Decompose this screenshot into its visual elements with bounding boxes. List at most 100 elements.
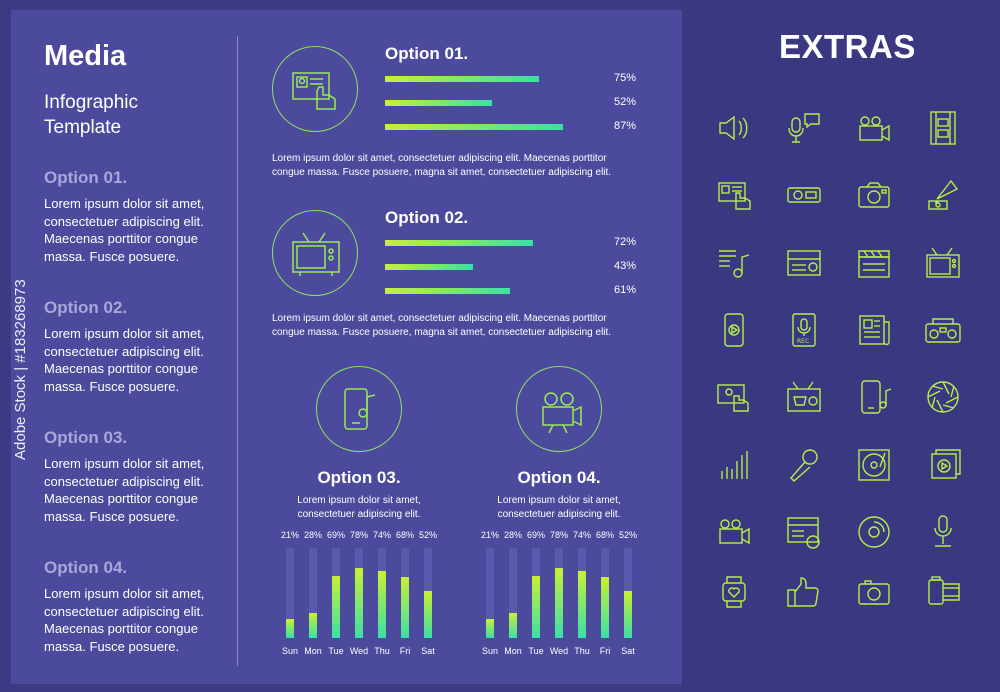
- bar-track: [401, 548, 409, 638]
- left-option-text: Lorem ipsum dolor sit amet, consectetuer…: [44, 326, 205, 394]
- bar: [286, 619, 294, 638]
- photo-camera-icon: [852, 173, 896, 217]
- rec-microphone-icon: REC: [782, 308, 826, 352]
- left-option-1: Option 01. Lorem ipsum dolor sit amet, c…: [44, 168, 224, 265]
- video-camera-icon: [516, 366, 602, 452]
- bar-track: [486, 548, 494, 638]
- newspaper-icon: [852, 308, 896, 352]
- left-option-heading: Option 04.: [44, 558, 128, 577]
- bar-value-label: 69%: [526, 530, 545, 540]
- progress-percent-label: 43%: [614, 260, 637, 272]
- main-panel: [11, 10, 682, 684]
- progress-bar: [385, 76, 590, 82]
- aperture-icon: [921, 375, 965, 419]
- bar-category-label: Thu: [574, 646, 590, 656]
- compact-camera-icon: [852, 570, 896, 614]
- option-3-bar-chart: 21% Sun 28% Mon 69% Tue 78% Wed 74% Thu 68% Fri 52% S…: [281, 530, 451, 660]
- bar-track: [578, 548, 586, 638]
- bar-value-label: 52%: [618, 530, 637, 540]
- thumbs-up-icon: [782, 570, 826, 614]
- bar-category-label: Fri: [399, 646, 411, 656]
- left-option-text: Lorem ipsum dolor sit amet, consectetuer…: [44, 196, 205, 264]
- bar-track: [309, 548, 317, 638]
- option-4-title: Option 04.: [517, 468, 601, 487]
- bar-category-label: Sat: [421, 646, 435, 656]
- bar: [509, 612, 517, 638]
- left-option-heading: Option 01.: [44, 168, 128, 187]
- bar-value-label: 21%: [480, 530, 499, 540]
- bar: [401, 576, 409, 638]
- option-4-description: Lorem ipsum dolor sit amet, consectetuer…: [497, 495, 621, 520]
- bar-value-label: 21%: [280, 530, 299, 540]
- bar-category-label: Sat: [621, 646, 635, 656]
- progress-bar-fill: [385, 240, 533, 246]
- progress-bar-fill: [385, 124, 564, 130]
- bar-track: [424, 548, 432, 638]
- left-option-heading: Option 03.: [44, 428, 128, 447]
- bar-track: [509, 548, 517, 638]
- bar: [378, 571, 386, 638]
- option-1-description: Lorem ipsum dolor sit amet, consectetuer…: [272, 153, 612, 178]
- progress-bar: [385, 100, 590, 106]
- bar-value-label: 78%: [349, 530, 368, 540]
- bar-value-label: 28%: [503, 530, 522, 540]
- bar-value-label: 78%: [549, 530, 568, 540]
- signal-bars-icon: [712, 443, 756, 487]
- phone-music-icon: [316, 366, 402, 452]
- vinyl-player-icon: [852, 443, 896, 487]
- clapperboard-icon: [852, 241, 896, 285]
- bar: [424, 591, 432, 638]
- progress-bar: [385, 124, 590, 130]
- tv-shop-icon: [782, 375, 826, 419]
- bar: [309, 612, 317, 638]
- bar: [486, 619, 494, 638]
- video-call-icon: [712, 375, 756, 419]
- progress-percent-label: 52%: [614, 96, 637, 108]
- bar-track: [532, 548, 540, 638]
- bar-track: [378, 548, 386, 638]
- progress-bar-fill: [385, 264, 474, 270]
- radio-receiver-icon: [782, 173, 826, 217]
- music-playlist-icon: [712, 241, 756, 285]
- handheld-microphone-icon: [782, 443, 826, 487]
- id-card-icon: [272, 46, 358, 132]
- bar-value-label: 68%: [395, 530, 414, 540]
- option-3-title: Option 03.: [317, 468, 401, 487]
- phone-music-icon: [852, 375, 896, 419]
- tv-icon: [921, 241, 965, 285]
- page-subtitle: Infographic Template: [44, 92, 139, 138]
- bar: [601, 576, 609, 638]
- bar-value-label: 74%: [572, 530, 591, 540]
- movie-camera-icon: [852, 106, 896, 150]
- left-option-text: Lorem ipsum dolor sit amet, consectetuer…: [44, 456, 205, 524]
- left-option-3: Option 03. Lorem ipsum dolor sit amet, c…: [44, 428, 224, 525]
- bar-category-label: Mon: [504, 646, 522, 656]
- bar-category-label: Sun: [281, 646, 298, 656]
- bar-category-label: Tue: [328, 646, 344, 656]
- cd-disc-icon: [852, 510, 896, 554]
- option-3-description: Lorem ipsum dolor sit amet, consectetuer…: [297, 495, 421, 520]
- bar: [355, 567, 363, 638]
- bar-category-label: Thu: [374, 646, 390, 656]
- progress-percent-label: 75%: [614, 72, 637, 84]
- bar-category-label: Sun: [481, 646, 498, 656]
- news-radio-icon: [782, 241, 826, 285]
- vertical-divider: [237, 36, 238, 666]
- progress-bar: [385, 240, 590, 246]
- bar-track: [355, 548, 363, 638]
- option-2-title: Option 02.: [385, 208, 469, 227]
- bar-category-label: Tue: [528, 646, 544, 656]
- phone-play-icon: [712, 308, 756, 352]
- left-option-text: Lorem ipsum dolor sit amet, consectetuer…: [44, 586, 205, 654]
- speaker-icon: [712, 106, 756, 150]
- bar: [532, 575, 540, 638]
- bar-track: [624, 548, 632, 638]
- bar: [624, 591, 632, 638]
- bar-category-label: Wed: [549, 646, 569, 656]
- progress-bar: [385, 264, 590, 270]
- tv-icon: [272, 210, 358, 296]
- bar-category-label: Wed: [349, 646, 369, 656]
- studio-microphone-icon: [921, 510, 965, 554]
- id-card-icon: [712, 173, 756, 217]
- bar-value-label: 28%: [303, 530, 322, 540]
